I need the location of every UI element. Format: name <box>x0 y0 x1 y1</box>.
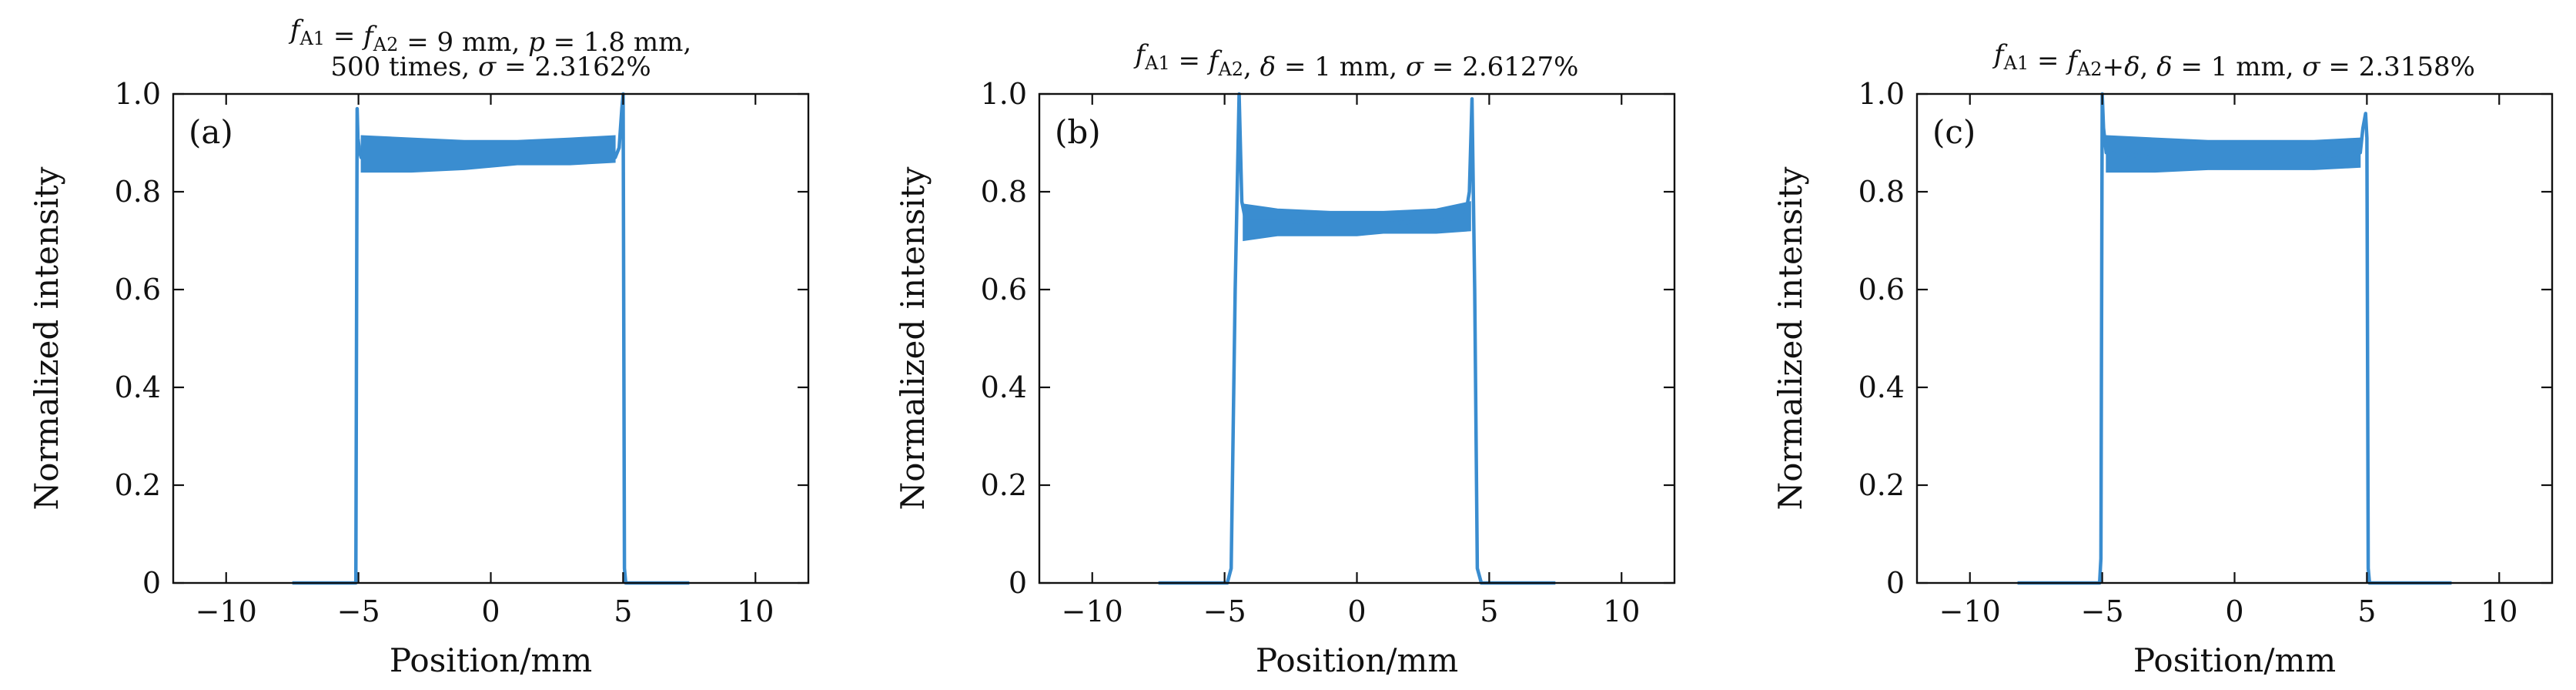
y-tick-label: 0.2 <box>115 468 161 502</box>
y-tick-label: 0 <box>1886 566 1905 600</box>
x-tick-label: −10 <box>196 595 257 628</box>
y-tick-label: 0.8 <box>1858 175 1905 209</box>
series-band <box>1243 201 1471 242</box>
y-tick-label: 0.4 <box>981 370 1027 404</box>
y-axis-label: Normalized intensity <box>1771 166 1809 510</box>
y-tick-label: 0 <box>142 566 161 600</box>
y-axis-label: Normalized intensity <box>28 166 65 510</box>
panel-b: fA1 = fA2, δ = 1 mm, σ = 2.6127% −10 −5 0 5 1… <box>894 39 1676 679</box>
chart-title-line1: fA1 = fA2 = 9 mm, p = 1.8 mm, <box>288 15 691 58</box>
x-tick-label: −5 <box>2081 595 2124 628</box>
x-tick-label: 0 <box>2225 595 2243 628</box>
x-tick-label: 10 <box>1603 595 1640 628</box>
y-tick-label: 0.8 <box>115 175 161 209</box>
series-line <box>292 92 690 585</box>
x-tick-label: 5 <box>2357 595 2376 628</box>
x-tick-label: −5 <box>337 595 380 628</box>
series-band <box>2106 135 2361 173</box>
x-tick-label: 5 <box>1480 595 1498 628</box>
x-tick-label: −10 <box>1062 595 1123 628</box>
y-tick-label: 0.6 <box>1858 273 1905 306</box>
x-tick-label: −5 <box>1203 595 1246 628</box>
chart-title-line2: 500 times, σ = 2.3162% <box>330 52 651 82</box>
x-tick-label: 0 <box>1347 595 1366 628</box>
x-axis-label: Position/mm <box>1256 641 1458 679</box>
y-tick-label: 0.8 <box>981 175 1027 209</box>
x-axis-label: Position/mm <box>2133 641 2336 679</box>
y-tick-label: 0 <box>1009 566 1027 600</box>
x-tick-label: 0 <box>481 595 500 628</box>
chart-title: fA1 = fA2, δ = 1 mm, σ = 2.6127% <box>1133 39 1579 82</box>
panel-label: (b) <box>1055 113 1101 151</box>
y-tick-label: 1.0 <box>1858 77 1905 111</box>
y-tick-label: 1.0 <box>115 77 161 111</box>
panel-c: fA1 = fA2+δ, δ = 1 mm, σ = 2.3158% −10 −5 0… <box>1771 39 2554 679</box>
series-band <box>360 135 616 173</box>
x-tick-label: 10 <box>2481 595 2517 628</box>
y-tick-label: 0.6 <box>115 273 161 306</box>
series-line <box>2017 92 2452 585</box>
panel-label: (c) <box>1932 113 1975 151</box>
y-tick-label: 0.2 <box>1858 468 1905 502</box>
y-tick-label: 0.4 <box>1858 370 1905 404</box>
x-tick-label: 10 <box>737 595 774 628</box>
x-tick-label: −10 <box>1939 595 2001 628</box>
y-tick-label: 0.2 <box>981 468 1027 502</box>
panel-a: fA1 = fA2 = 9 mm, p = 1.8 mm,500 times, … <box>28 15 810 679</box>
y-tick-label: 0.4 <box>115 370 161 404</box>
axes-frame <box>1038 92 1676 584</box>
y-tick-label: 1.0 <box>981 77 1027 111</box>
x-axis-label: Position/mm <box>390 641 592 679</box>
y-tick-label: 0.6 <box>981 273 1027 306</box>
panel-label: (a) <box>189 113 233 151</box>
series-line <box>1158 92 1556 585</box>
x-tick-label: 5 <box>614 595 632 628</box>
y-axis-label: Normalized intensity <box>894 166 932 510</box>
chart-title: fA1 = fA2+δ, δ = 1 mm, σ = 2.3158% <box>1992 39 2475 82</box>
